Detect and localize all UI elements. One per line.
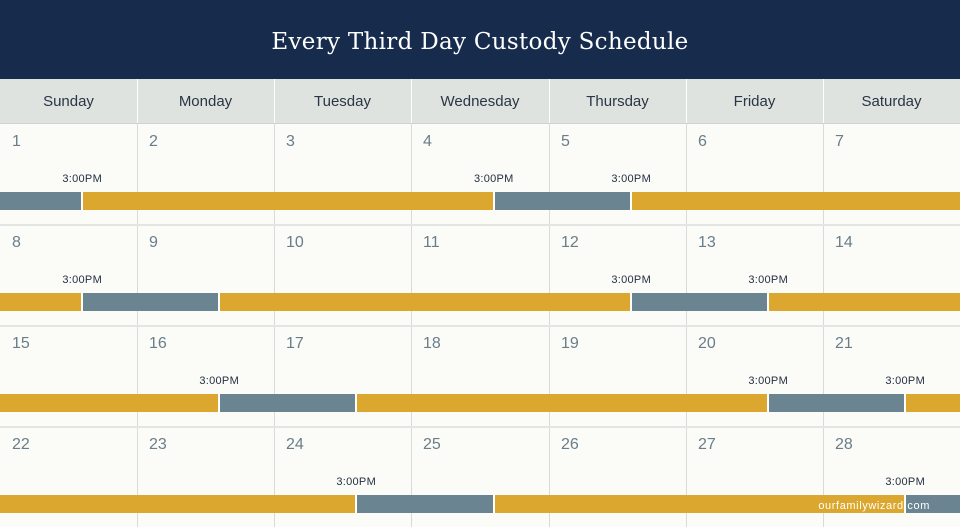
weekday-divider [549,79,550,123]
day-number: 13 [698,234,716,251]
day-number: 19 [561,335,579,352]
custody-segment-parent-a [0,293,83,311]
exchange-divider [81,192,84,210]
page-title: Every Third Day Custody Schedule [271,28,689,55]
custody-segment-parent-a [82,192,494,210]
custody-segment-parent-a [0,394,220,412]
exchange-time-label: 3:00PM [748,274,789,286]
custody-segment-parent-b [905,495,960,513]
exchange-time-label: 3:00PM [199,375,240,387]
weekday-monday: Monday [178,93,233,110]
weekday-tuesday: Tuesday [314,93,371,110]
weekday-divider [823,79,824,123]
weekday-saturday: Saturday [861,93,922,110]
exchange-time-label: 3:00PM [336,476,377,488]
exchange-time-label: 3:00PM [473,173,514,185]
exchange-time-label: 3:00PM [885,375,926,387]
custody-segment-parent-a [0,495,357,513]
day-number: 1 [12,133,21,150]
exchange-time-label: 3:00PM [611,274,652,286]
day-number: 5 [561,133,570,150]
day-number: 20 [698,335,716,352]
custody-segment-parent-a [356,394,769,412]
day-number: 26 [561,436,579,453]
exchange-divider [492,495,495,513]
weekday-wednesday: Wednesday [440,93,520,110]
exchange-time-label: 3:00PM [748,375,789,387]
weekday-divider [274,79,275,123]
day-number: 4 [423,133,432,150]
weekday-divider [411,79,412,123]
exchange-divider [904,495,907,513]
day-number: 10 [286,234,304,251]
exchange-divider [81,293,84,311]
day-number: 22 [12,436,30,453]
exchange-divider [492,192,495,210]
exchange-divider [630,293,633,311]
custody-segment-parent-b [219,394,357,412]
custody-segment-parent-a [493,495,906,513]
exchange-time-label: 3:00PM [62,173,103,185]
header-bar: Every Third Day Custody Schedule [0,0,960,79]
day-number: 7 [835,133,844,150]
exchange-divider [767,394,770,412]
custody-segment-parent-b [356,495,494,513]
custody-segment-parent-b [768,394,906,412]
day-number: 6 [698,133,707,150]
week-divider [0,325,960,327]
day-number: 24 [286,436,304,453]
custody-segment-parent-a [219,293,632,311]
weekday-header-row: Sunday Monday Tuesday Wednesday Thursday Frid… [0,79,960,124]
day-number: 9 [149,234,158,251]
calendar-grid: 1 2 3 4 5 6 7 3:00PM 3:00PM 3:00PM 8 9 10 11 12 13 14 3:0… [0,124,960,527]
weekday-thursday: Thursday [586,93,649,110]
custody-segment-parent-b [631,293,769,311]
day-number: 11 [423,234,440,251]
custody-segment-parent-b [82,293,220,311]
day-number: 21 [835,335,853,352]
weekday-friday: Friday [733,93,776,110]
custody-segment-parent-a [631,192,960,210]
weekday-divider [686,79,687,123]
custody-segment-parent-a [768,293,960,311]
week-divider [0,224,960,226]
exchange-divider [355,495,358,513]
day-number: 12 [561,234,579,251]
exchange-divider [630,192,633,210]
week-divider [0,426,960,428]
exchange-time-label: 3:00PM [611,173,652,185]
day-number: 8 [12,234,21,251]
day-number: 15 [12,335,30,352]
brand-watermark: ourfamilywizard.com [818,500,930,512]
exchange-divider [767,293,770,311]
day-number: 28 [835,436,853,453]
custody-segment-parent-a [905,394,960,412]
day-number: 18 [423,335,441,352]
custody-segment-parent-b [493,192,632,210]
weekday-sunday: Sunday [43,93,94,110]
day-number: 27 [698,436,716,453]
day-number: 14 [835,234,853,251]
exchange-divider [355,394,358,412]
day-number: 16 [149,335,167,352]
day-number: 2 [149,133,158,150]
custody-segment-parent-b [0,192,83,210]
exchange-divider [904,394,907,412]
exchange-divider [218,293,221,311]
day-number: 25 [423,436,441,453]
day-number: 17 [286,335,304,352]
exchange-divider [218,394,221,412]
day-number: 3 [286,133,295,150]
weekday-divider [137,79,138,123]
exchange-time-label: 3:00PM [62,274,103,286]
exchange-time-label: 3:00PM [885,476,926,488]
day-number: 23 [149,436,167,453]
